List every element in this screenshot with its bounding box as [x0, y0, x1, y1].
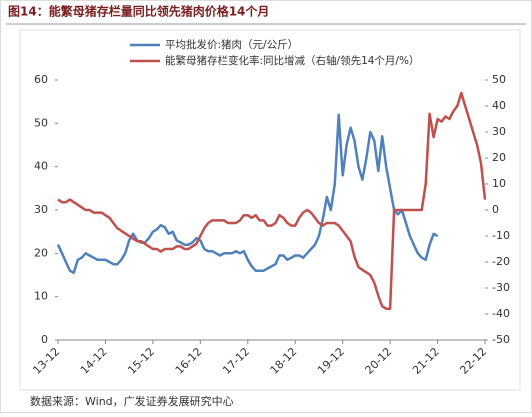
y-tick-label: 30: [34, 203, 48, 216]
y2-tick-label: -20: [492, 255, 510, 268]
series-line: [56, 113, 439, 275]
y-tick-label: 10: [34, 290, 48, 303]
series-line: [57, 91, 487, 311]
legend-label: 能繁母猪存栏变化率:同比增减（右轴/领先14个月/%）: [165, 54, 419, 67]
y2-tick-label: 10: [492, 177, 506, 190]
y-tick-label: 50: [34, 116, 48, 129]
y2-tick-label: 50: [492, 73, 506, 86]
y-tick-label: 0: [41, 333, 48, 346]
y-tick-label: 20: [34, 246, 48, 259]
y2-tick-label: -30: [492, 281, 510, 294]
y-tick-label: 60: [34, 73, 48, 86]
y2-tick-label: -10: [492, 229, 510, 242]
y2-tick-label: 30: [492, 125, 506, 138]
y2-tick-label: 40: [492, 99, 506, 112]
legend-label: 平均批发价:猪肉（元/公斤）: [165, 38, 298, 51]
y2-tick-label: 0: [492, 203, 499, 216]
y2-tick-label: 20: [492, 151, 506, 164]
y2-tick-label: -50: [492, 333, 510, 346]
y2-tick-label: -40: [492, 307, 510, 320]
y-tick-label: 40: [34, 160, 48, 173]
chart-title: 图14：能繁母猪存栏量同比领先猪肉价格14个月: [8, 4, 269, 19]
source: 数据来源：Wind，广发证券发展研究中心: [30, 394, 234, 408]
plot-frame: [19, 29, 521, 391]
